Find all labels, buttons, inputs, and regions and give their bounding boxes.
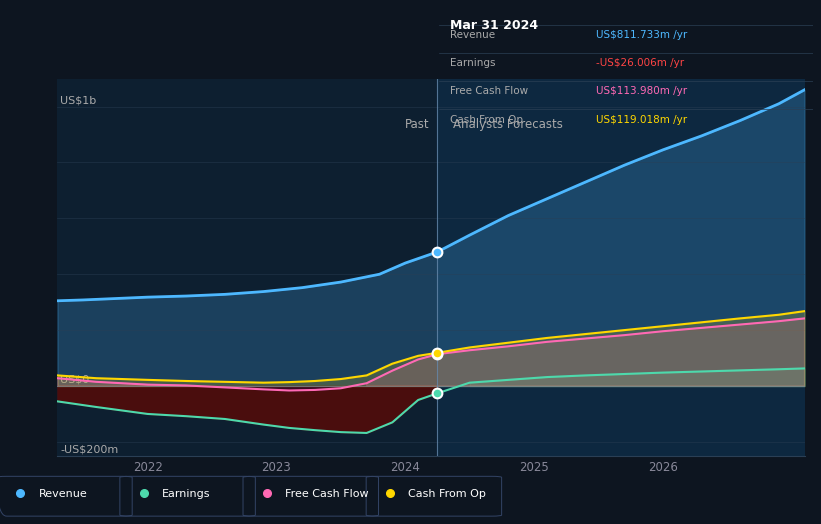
- Text: Mar 31 2024: Mar 31 2024: [451, 19, 539, 32]
- Text: US$1b: US$1b: [60, 95, 96, 105]
- Text: US$811.733m /yr: US$811.733m /yr: [596, 30, 687, 40]
- Text: Earnings: Earnings: [162, 489, 210, 499]
- Bar: [438, 79, 805, 456]
- Text: US$0: US$0: [60, 374, 89, 384]
- Text: Cash From Op: Cash From Op: [408, 489, 486, 499]
- Text: US$113.980m /yr: US$113.980m /yr: [596, 86, 687, 96]
- Text: Past: Past: [405, 118, 429, 130]
- Text: Free Cash Flow: Free Cash Flow: [285, 489, 369, 499]
- Text: Revenue: Revenue: [39, 489, 87, 499]
- Text: Analysts Forecasts: Analysts Forecasts: [453, 118, 563, 130]
- Text: -US$26.006m /yr: -US$26.006m /yr: [596, 58, 684, 68]
- Text: Cash From Op: Cash From Op: [451, 115, 524, 125]
- Text: Earnings: Earnings: [451, 58, 496, 68]
- Text: Revenue: Revenue: [451, 30, 496, 40]
- Text: Free Cash Flow: Free Cash Flow: [451, 86, 529, 96]
- Text: -US$200m: -US$200m: [60, 444, 118, 454]
- Text: US$119.018m /yr: US$119.018m /yr: [596, 115, 687, 125]
